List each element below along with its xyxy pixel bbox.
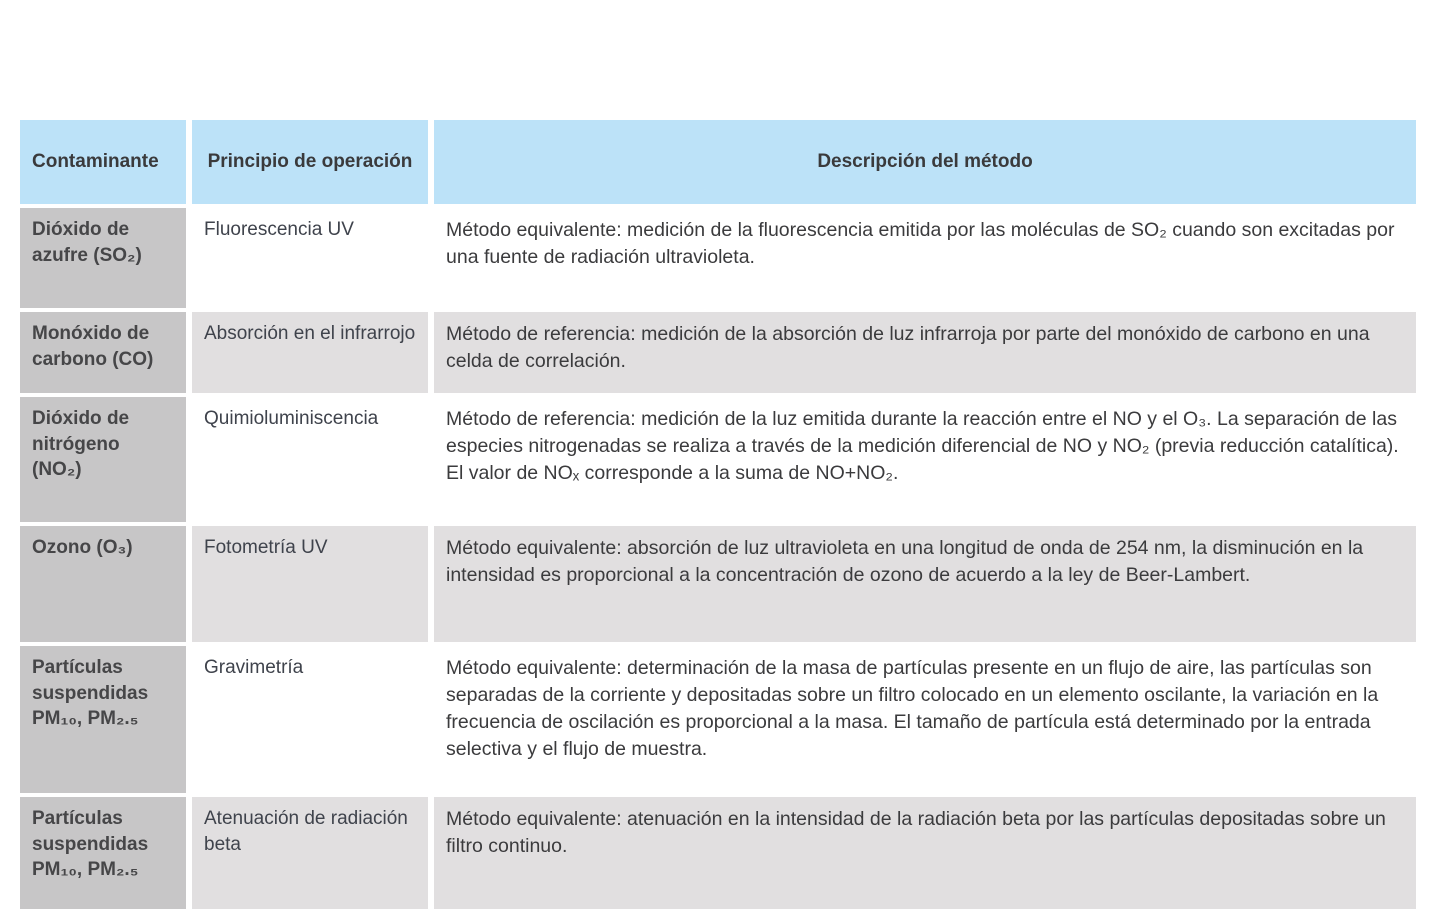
cell-principio: Quimioluminiscencia <box>192 397 428 522</box>
cell-contaminante: Partículas suspendidas PM₁₀, PM₂.₅ <box>20 646 186 793</box>
cell-principio: Fotometría UV <box>192 526 428 642</box>
table-row-co: Monóxido de carbono (CO) Absorción en el… <box>20 312 1416 393</box>
cell-descripcion: Método de referencia: medición de la luz… <box>434 397 1416 522</box>
cell-descripcion: Método equivalente: atenuación en la int… <box>434 797 1416 909</box>
cell-contaminante: Dióxido de nitrógeno (NO₂) <box>20 397 186 522</box>
table-row-pm-beta: Partículas suspendidas PM₁₀, PM₂.₅ Atenu… <box>20 797 1416 909</box>
table-header-row: Contaminante Principio de operación Desc… <box>20 120 1416 204</box>
table-row-o3: Ozono (O₃) Fotometría UV Método equivale… <box>20 526 1416 642</box>
cell-principio: Fluorescencia UV <box>192 208 428 308</box>
table-row-so2: Dióxido de azufre (SO₂) Fluorescencia UV… <box>20 208 1416 308</box>
table-row-no2: Dióxido de nitrógeno (NO₂) Quimioluminis… <box>20 397 1416 522</box>
cell-contaminante: Ozono (O₃) <box>20 526 186 642</box>
cell-principio: Atenuación de radiación beta <box>192 797 428 909</box>
cell-descripcion: Método de referencia: medición de la abs… <box>434 312 1416 393</box>
column-header-contaminante: Contaminante <box>20 120 186 204</box>
cell-contaminante: Partículas suspendidas PM₁₀, PM₂.₅ <box>20 797 186 909</box>
column-header-descripcion: Descripción del método <box>434 120 1416 204</box>
cell-principio: Gravimetría <box>192 646 428 793</box>
cell-principio: Absorción en el infrarrojo <box>192 312 428 393</box>
cell-descripcion: Método equivalente: determinación de la … <box>434 646 1416 793</box>
cell-descripcion: Método equivalente: absorción de luz ult… <box>434 526 1416 642</box>
table-row-pm-gravimetria: Partículas suspendidas PM₁₀, PM₂.₅ Gravi… <box>20 646 1416 793</box>
column-header-principio: Principio de operación <box>192 120 428 204</box>
cell-descripcion: Método equivalente: medición de la fluor… <box>434 208 1416 308</box>
cell-contaminante: Monóxido de carbono (CO) <box>20 312 186 393</box>
cell-contaminante: Dióxido de azufre (SO₂) <box>20 208 186 308</box>
pollutant-measurement-methods-table: Contaminante Principio de operación Desc… <box>14 116 1422 913</box>
